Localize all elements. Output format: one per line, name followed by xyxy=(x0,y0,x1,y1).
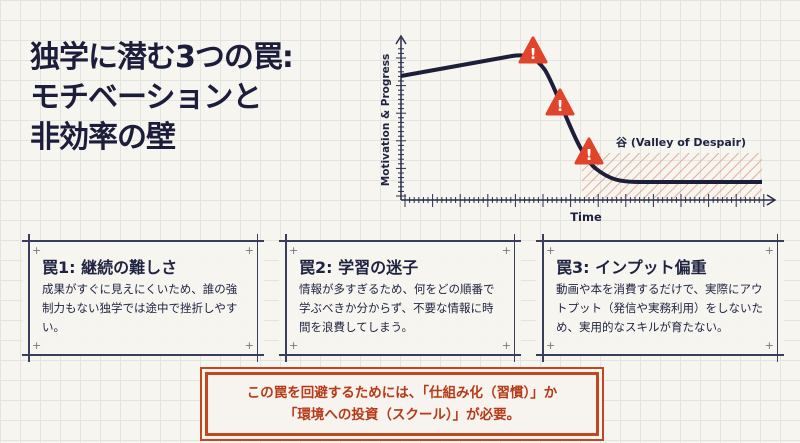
title-line: モチベーションと xyxy=(30,80,262,115)
page-title: 独学に潜む3つの罠: モチベーションと 非効率の壁 xyxy=(30,38,294,158)
axis-ticks xyxy=(396,48,765,207)
svg-text:!: ! xyxy=(557,97,564,115)
warning-icon: ! xyxy=(545,88,575,116)
callout-line: 「環境への投資（スクール）」が必要。 xyxy=(283,407,521,423)
callout-line: この罠を回避するためには、「仕組み化（習慣）」か xyxy=(246,385,558,401)
svg-text:!: ! xyxy=(530,45,537,63)
card-title: 罠3: インプット偏重 xyxy=(556,258,707,277)
card-title: 罠2: 学習の迷子 xyxy=(299,258,419,277)
svg-text:!: ! xyxy=(586,146,593,164)
warning-icon: ! xyxy=(518,36,548,64)
title-line: 非効率の壁 xyxy=(30,120,176,155)
x-axis-label: Time xyxy=(570,210,602,224)
y-axis-arrow-icon xyxy=(395,34,407,45)
y-axis-label: Motivation & Progress xyxy=(380,54,392,186)
conclusion-callout: この罠を回避するためには、「仕組み化（習慣）」か 「環境への投資（スクール）」が… xyxy=(205,372,599,436)
valley-label: 谷 (Valley of Despair) xyxy=(616,135,746,149)
card-text: 成果がすぐに見えにくいため、誰の強制力もない独学では途中で挫折しやすい。 xyxy=(42,282,238,334)
trap-card-2: + + + + 罠2: 学習の迷子 情報が多すぎるため、何をどの順番で学ぶべきか分から… xyxy=(279,234,521,362)
motivation-curve-diagram: ! ! ! 谷 (Valley of Despair) Time Motivat… xyxy=(380,34,777,224)
card-title: 罠1: 継続の難しさ xyxy=(42,258,178,277)
x-axis-arrow-icon xyxy=(766,194,777,206)
trap-card-3: + + + + 罠3: インプット偏重 動画や本を消費するだけで、実際にアウトプット（… xyxy=(536,234,784,362)
valley-hatched-area xyxy=(582,153,762,198)
trap-card-1: + + + + 罠1: 継続の難しさ 成果がすぐに見えにくいため、誰の強制力もない独学… xyxy=(22,234,264,362)
warning-icon: ! xyxy=(574,137,604,165)
card-text: 動画や本を消費するだけで、実際にアウトプット（発信や実務利用）をしないため、実用… xyxy=(556,282,763,334)
card-text: 情報が多すぎるため、何をどの順番で学ぶべきか分からず、不要な情報に時間を浪費して… xyxy=(299,282,495,334)
title-line: 独学に潜む3つの罠: xyxy=(30,40,294,75)
